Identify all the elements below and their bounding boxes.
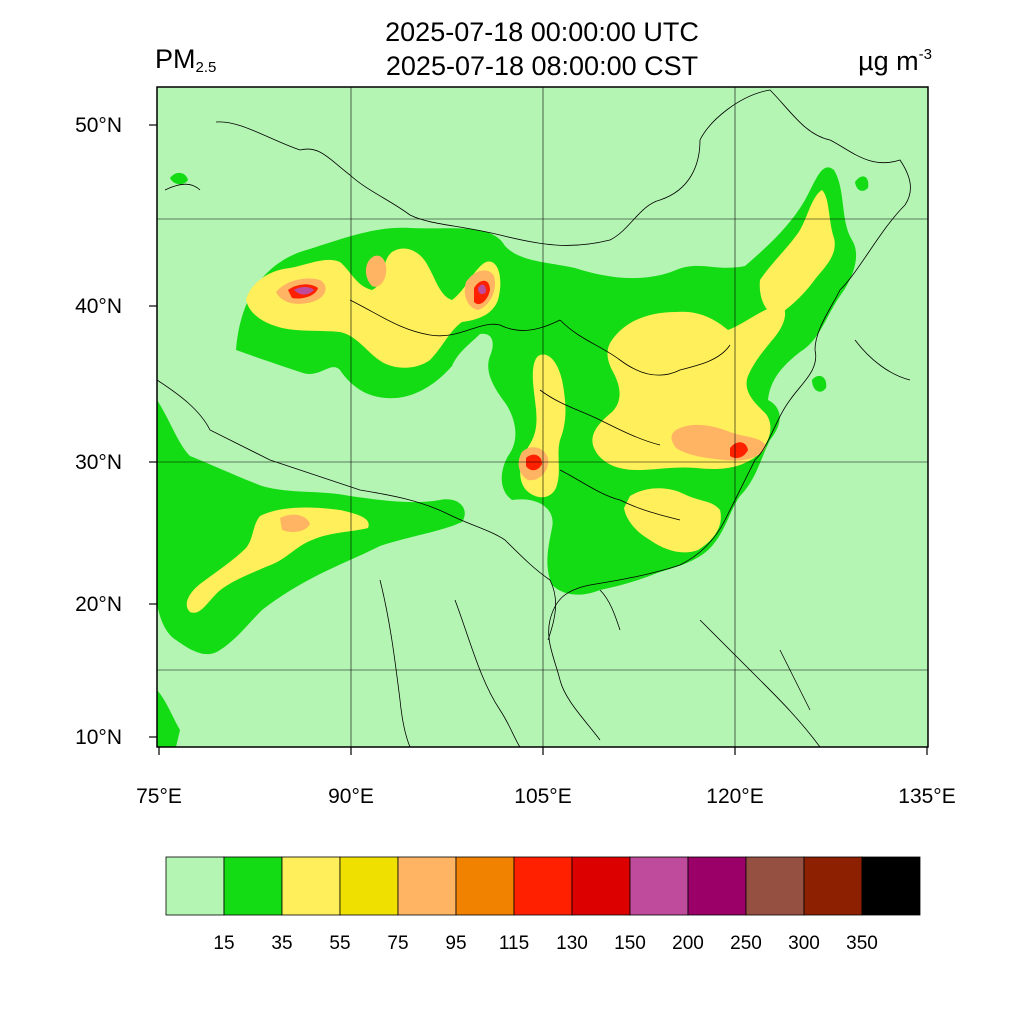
- colorbar-swatch: [339, 856, 399, 916]
- colorbar-label: 200: [672, 933, 704, 954]
- colorbar-swatch: [223, 856, 283, 916]
- yellow-region-northeast: [759, 190, 835, 315]
- axis-ticks: [149, 124, 928, 755]
- lat-tick-label: 20°N: [75, 593, 122, 616]
- colorbar-label: 300: [788, 933, 820, 954]
- colorbar-label: 55: [329, 933, 351, 954]
- units-label: µg m-3: [858, 46, 932, 76]
- lon-tick-label: 120°E: [706, 785, 764, 808]
- colorbar-label: 350: [846, 933, 878, 954]
- variable-label: PM2.5: [155, 44, 217, 76]
- green-patch-2: [855, 176, 869, 191]
- grid-lines: [157, 87, 928, 747]
- yellow-region-tarim: [246, 248, 501, 368]
- colorbar-label: 150: [614, 933, 646, 954]
- lat-tick-label: 40°N: [75, 295, 122, 318]
- yellow-region-north-india: [186, 507, 369, 613]
- colorbar-swatch: [571, 856, 631, 916]
- red-hotspot-shanghai: [730, 442, 748, 458]
- colorbar-swatch: [513, 856, 573, 916]
- colorbar-swatch: [629, 856, 689, 916]
- lon-tick-label: 90°E: [328, 785, 374, 808]
- lat-tick-label: 30°N: [75, 451, 122, 474]
- yellow-region-north-china: [592, 304, 786, 470]
- lat-tick-label: 50°N: [75, 114, 122, 137]
- colorbar-label: 130: [556, 933, 588, 954]
- boundary-lines: [157, 89, 911, 747]
- colorbar-swatch: [281, 856, 341, 916]
- colorbar: [165, 856, 921, 916]
- red-hotspot-sichuan: [526, 454, 542, 471]
- purple-hotspot-alxa: [478, 284, 486, 295]
- colorbar-swatch: [687, 856, 747, 916]
- colorbar-label: 15: [213, 933, 235, 954]
- colorbar-label: 75: [387, 933, 409, 954]
- colorbar-swatch: [745, 856, 805, 916]
- colorbar-label: 95: [445, 933, 467, 954]
- green-region-bay: [157, 690, 180, 747]
- colorbar-swatch: [165, 856, 225, 916]
- colorbar-swatch: [861, 856, 921, 916]
- lon-tick-label: 75°E: [136, 785, 182, 808]
- lat-tick-label: 10°N: [75, 726, 122, 749]
- concentration-field: [157, 87, 928, 747]
- yellow-region-southeast: [624, 488, 721, 553]
- purple-hotspot-tarim: [294, 287, 314, 295]
- colorbar-swatch: [803, 856, 863, 916]
- map-title-cst: 2025-07-18 08:00:00 CST: [385, 51, 699, 81]
- colorbar-swatch: [397, 856, 457, 916]
- map-title-utc: 2025-07-18 00:00:00 UTC: [385, 17, 699, 47]
- green-patch-3: [812, 375, 827, 392]
- green-patch-1: [170, 172, 188, 185]
- orange-patch-north-india: [280, 514, 310, 532]
- colorbar-label: 35: [271, 933, 293, 954]
- orange-patch-tarim-center: [365, 255, 387, 287]
- colorbar-label: 250: [730, 933, 762, 954]
- colorbar-swatch: [455, 856, 515, 916]
- lon-tick-label: 105°E: [514, 785, 572, 808]
- lon-tick-label: 135°E: [898, 785, 956, 808]
- colorbar-label: 115: [498, 933, 530, 954]
